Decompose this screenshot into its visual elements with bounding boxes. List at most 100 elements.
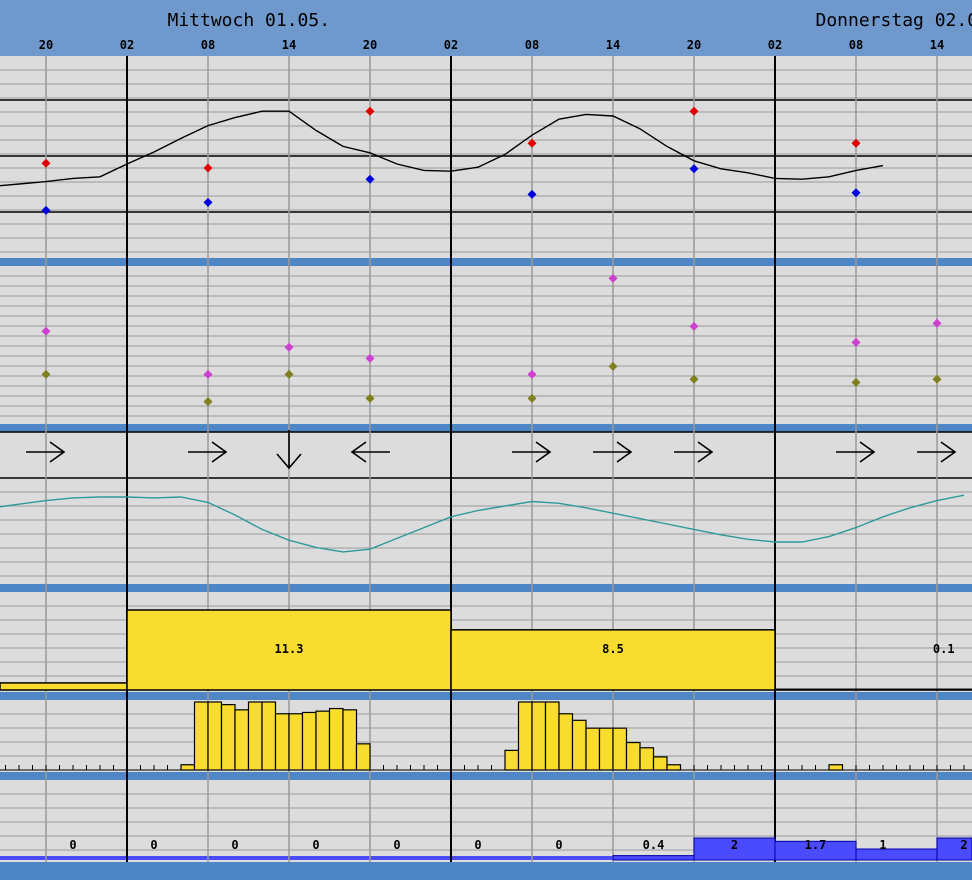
panel2-olive-point	[41, 369, 51, 379]
hour-tick-label: 02	[120, 38, 134, 52]
wind-arrow-path	[350, 441, 390, 463]
blue-bar-label: 0	[474, 838, 481, 852]
hour-tick-label: 02	[444, 38, 458, 52]
hourly-bar	[828, 764, 844, 771]
hour-tick-label: 14	[930, 38, 944, 52]
hourly-bar	[261, 701, 277, 771]
wind-arrow-right	[593, 441, 633, 463]
blue-bar-label: 0	[555, 838, 562, 852]
panel2-magenta-point	[41, 326, 51, 336]
hourly-bar	[558, 713, 574, 771]
hourly-bar	[207, 701, 223, 771]
panel2-magenta-point	[689, 321, 699, 331]
labels: 30.04.Mittwoch 01.05.Donnerstag 02.05.Fr…	[39, 10, 972, 852]
blue-bar-label: 0	[150, 838, 157, 852]
hourly-bar	[612, 727, 628, 771]
wind-arrow-right	[836, 441, 876, 463]
daily-bar	[0, 682, 128, 691]
hourly-bar	[531, 701, 547, 771]
panel2-olive-point	[932, 374, 942, 384]
temp-min-point	[527, 189, 537, 199]
blue-bar-label: 0	[393, 838, 400, 852]
blue-bar	[855, 848, 938, 861]
panel2-magenta-point	[932, 318, 942, 328]
panel2-magenta-point	[284, 342, 294, 352]
panel2-magenta-point	[608, 273, 618, 283]
wind-arrow-path	[593, 441, 633, 463]
wind-arrow-path	[836, 441, 876, 463]
blue-bar-label: 0.4	[643, 838, 665, 852]
daily-bar-label: 11.3	[275, 642, 304, 656]
panel2-olive-point	[365, 393, 375, 403]
panel-separator-0	[0, 258, 972, 266]
panel-separator-2	[0, 584, 972, 592]
hourly-bar	[571, 719, 587, 771]
temperature-curve	[0, 110, 884, 187]
day-label: Mittwoch 01.05.	[168, 10, 331, 31]
point-series	[26, 106, 957, 470]
hourly-bar	[544, 701, 560, 771]
hourly-bar	[247, 701, 263, 771]
blue-bar	[612, 855, 695, 861]
hour-tick-label: 20	[39, 38, 53, 52]
hourly-bar	[234, 709, 250, 771]
panel-separator-4	[0, 772, 972, 780]
hourly-bar	[666, 764, 682, 771]
hourly-bar	[625, 741, 641, 771]
wind-arrow-right	[917, 441, 957, 463]
blue-bar-label: 0	[312, 838, 319, 852]
temp-min-point	[203, 197, 213, 207]
panel2-olive-point	[689, 374, 699, 384]
hourly-bar	[652, 756, 668, 771]
blue-bar-label: 1.7	[805, 838, 827, 852]
wind-arrow-path	[188, 441, 228, 463]
hour-tick-label: 08	[525, 38, 539, 52]
curve-series	[0, 110, 965, 553]
wind-arrow-path	[917, 441, 957, 463]
wind-arrow-right	[674, 441, 714, 463]
panel-separator-5	[0, 862, 972, 880]
blue-bar-label: 0	[69, 838, 76, 852]
hour-tick-label: 14	[606, 38, 620, 52]
bar-series	[0, 609, 972, 861]
temp-min-point	[365, 174, 375, 184]
hour-tick-label: 20	[687, 38, 701, 52]
pressure-curve	[0, 494, 965, 553]
wind-arrow-left	[350, 441, 390, 463]
panel2-olive-point	[608, 361, 618, 371]
temp-min-point	[41, 205, 51, 215]
header-band	[0, 0, 972, 56]
blue-bar-label: 0	[231, 838, 238, 852]
temp-min-point	[689, 164, 699, 174]
panel-separator-1	[0, 424, 972, 432]
hourly-bar	[193, 701, 209, 771]
wind-arrow-path	[674, 441, 714, 463]
hourly-bar	[315, 710, 331, 771]
hourly-bar	[328, 707, 344, 771]
wind-arrow-down	[276, 430, 302, 470]
blue-bar-label: 2	[731, 838, 738, 852]
hourly-bar	[274, 713, 290, 771]
hour-tick-label: 08	[849, 38, 863, 52]
hourly-bar	[342, 709, 358, 771]
hourly-bar	[288, 713, 304, 771]
daily-bar-label: 8.5	[602, 642, 624, 656]
blue-bar-label: 1	[879, 838, 886, 852]
panel2-olive-point	[203, 397, 213, 407]
panel2-magenta-point	[203, 369, 213, 379]
hourly-bar	[585, 727, 601, 771]
blue-bar	[936, 837, 972, 861]
hourly-bar	[517, 701, 533, 771]
hourly-bar	[504, 749, 520, 771]
blue-bar-label: 2	[960, 838, 967, 852]
hourly-bar	[220, 704, 236, 771]
hour-tick-label: 02	[768, 38, 782, 52]
panel2-olive-point	[527, 393, 537, 403]
temp-max-point	[365, 106, 375, 116]
wind-arrow-right	[512, 441, 552, 463]
hourly-bar	[598, 727, 614, 771]
panel2-olive-point	[851, 377, 861, 387]
daily-bar	[774, 688, 972, 691]
